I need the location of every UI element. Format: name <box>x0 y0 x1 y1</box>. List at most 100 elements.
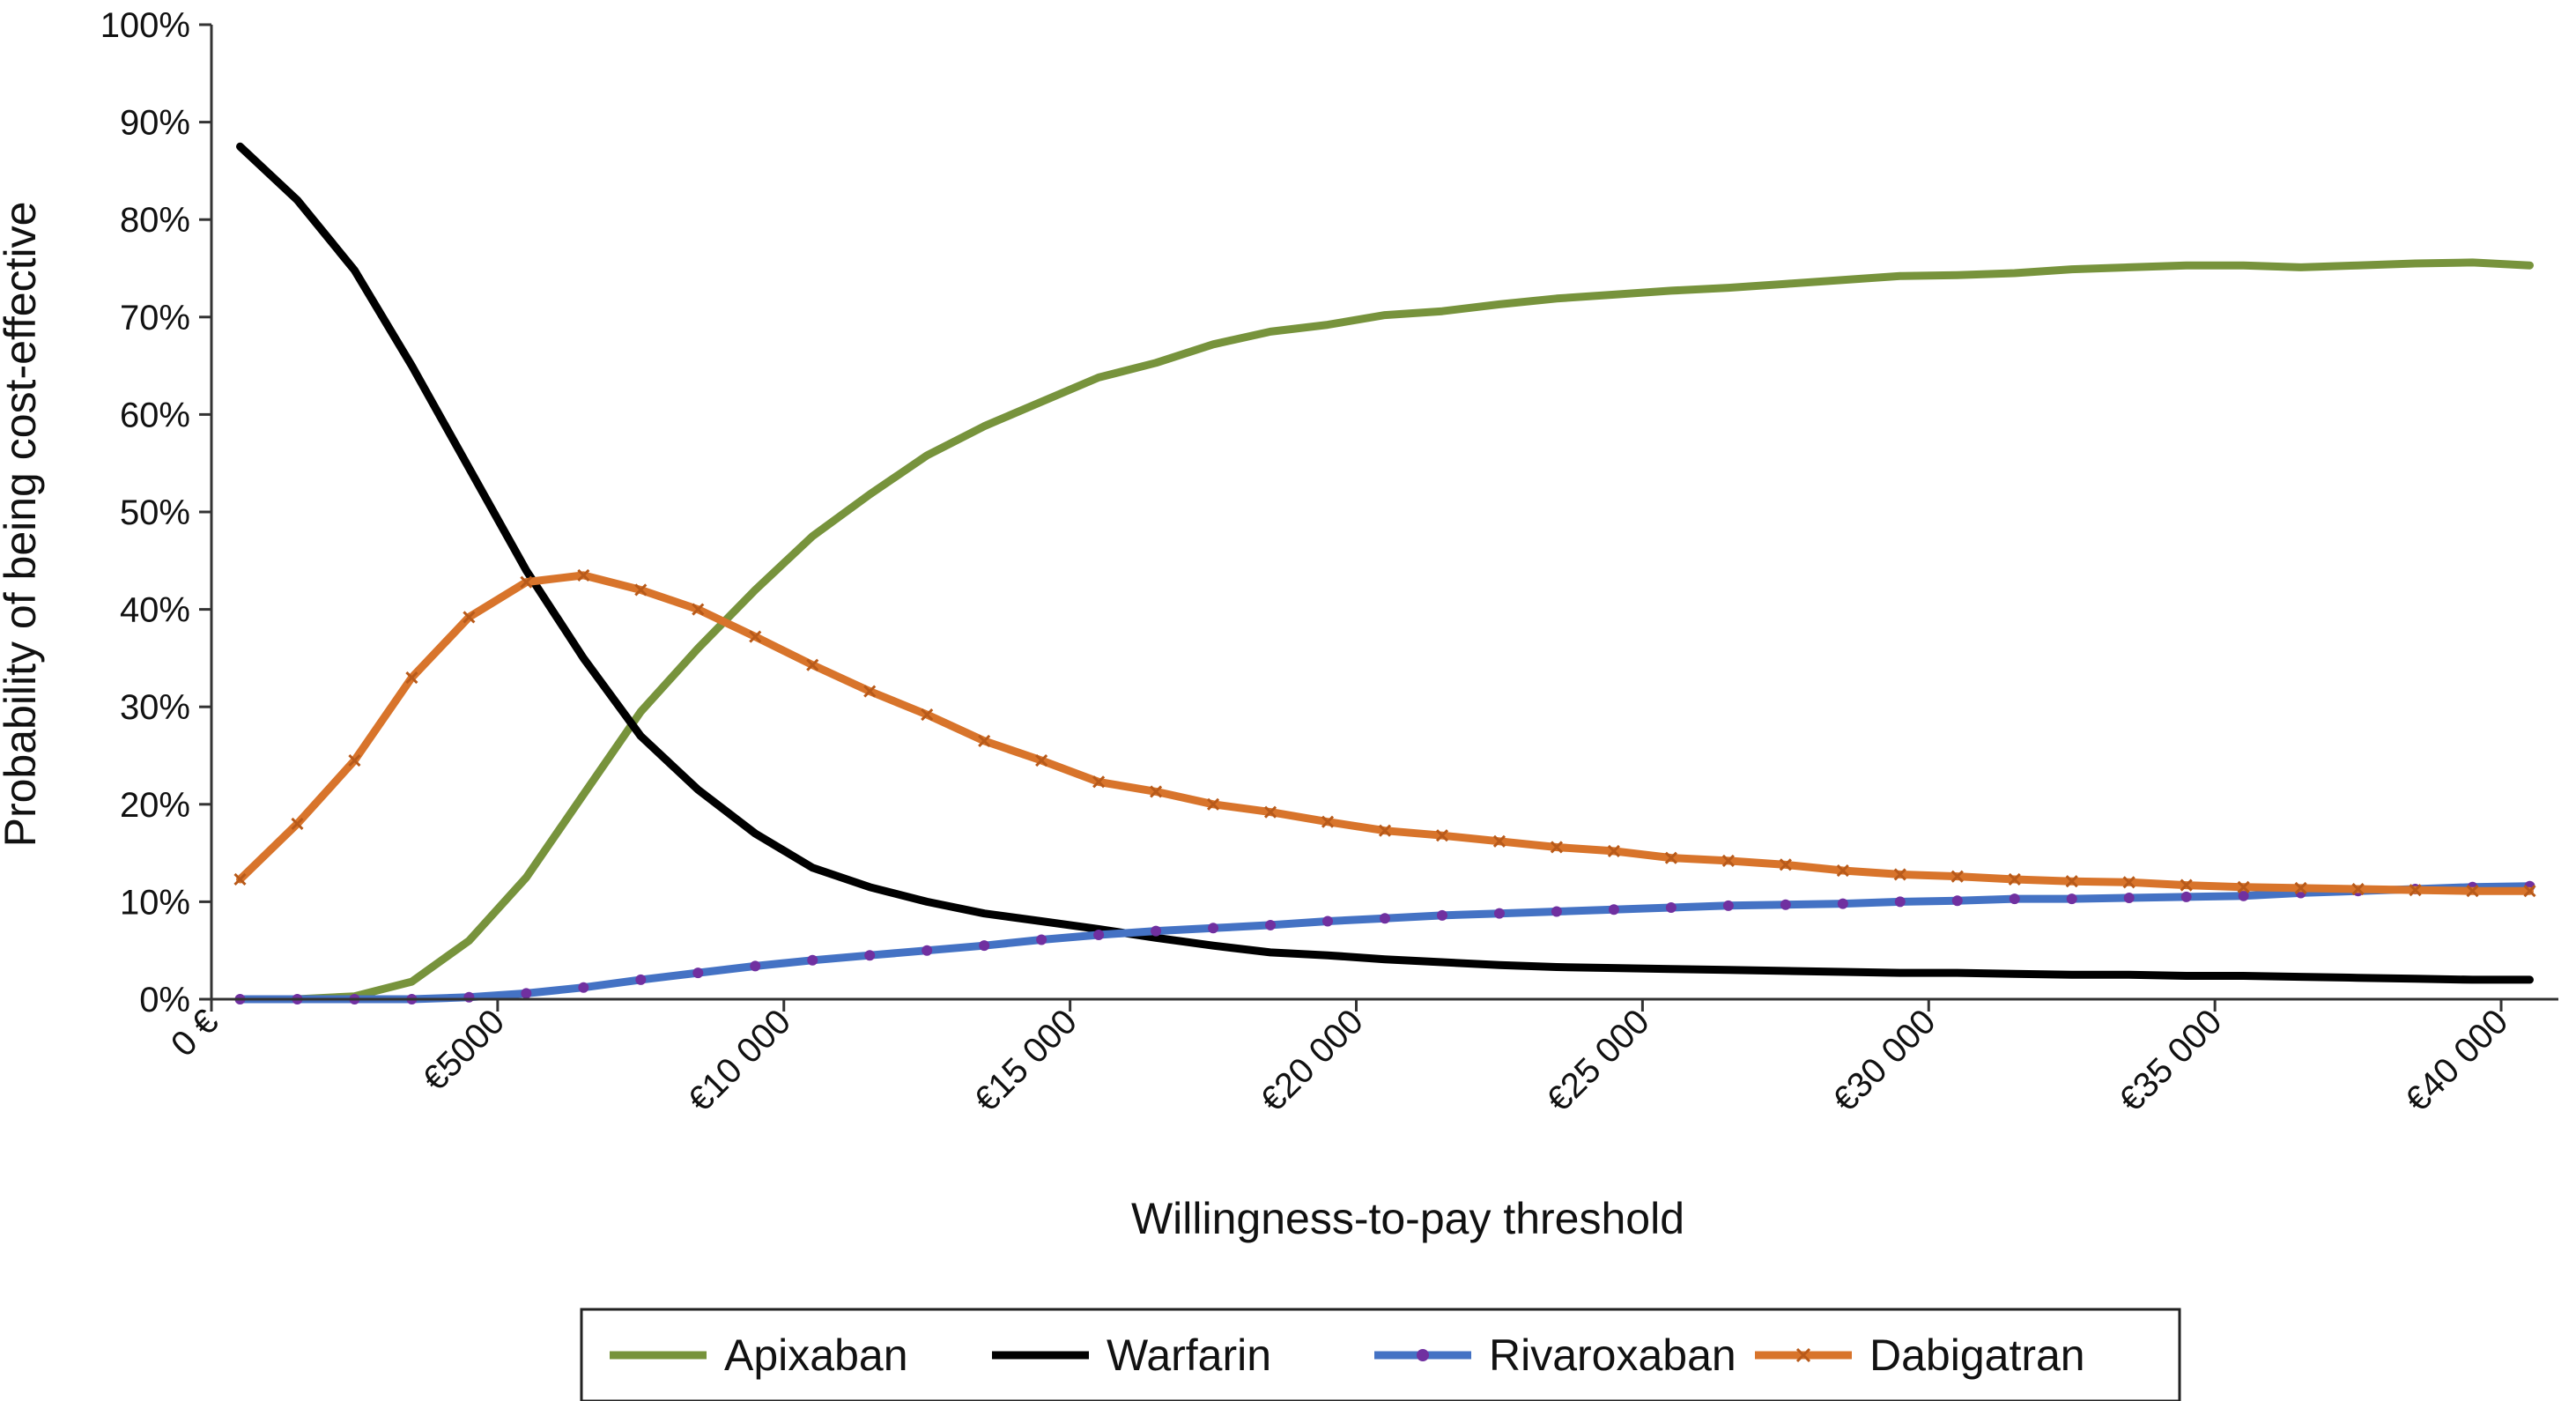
data-point <box>348 753 361 767</box>
y-tick-label: 50% <box>120 493 190 532</box>
data-point <box>463 611 476 624</box>
data-point <box>979 940 990 952</box>
data-point <box>520 575 533 589</box>
data-point <box>405 671 418 685</box>
data-point <box>291 817 304 830</box>
data-point <box>634 583 648 597</box>
series-line-apixaban <box>236 258 2534 1004</box>
series-dabigatran <box>233 568 2536 898</box>
data-point <box>1722 900 1734 911</box>
data-point <box>1951 870 1964 883</box>
data-point <box>1207 797 1220 811</box>
y-tick-label: 10% <box>120 883 190 922</box>
plot-area <box>233 142 2536 1004</box>
data-point <box>2351 882 2365 896</box>
data-point <box>1092 775 1106 789</box>
data-point <box>1721 854 1735 868</box>
legend-item-dabigatran: Dabigatran <box>1755 1331 2085 1380</box>
data-point <box>1894 896 1906 908</box>
data-point <box>921 708 934 722</box>
series-apixaban <box>236 258 2534 1004</box>
data-point <box>749 630 762 643</box>
data-point <box>2180 878 2193 892</box>
data-point <box>1322 915 1334 927</box>
data-point <box>2066 893 2077 905</box>
legend-marker <box>1795 1347 1811 1363</box>
data-point <box>1893 868 1906 881</box>
data-point <box>1550 841 1563 854</box>
data-point <box>2065 875 2078 888</box>
data-point <box>2122 876 2136 889</box>
series-warfarin <box>236 142 2534 984</box>
data-point <box>1779 858 1792 871</box>
data-point <box>521 988 532 999</box>
data-point <box>1265 919 1277 930</box>
y-tick-label: 70% <box>120 299 190 337</box>
data-point <box>1378 824 1392 837</box>
data-point <box>978 734 991 747</box>
data-point <box>2123 892 2135 903</box>
data-point <box>2009 893 2020 905</box>
data-point <box>1150 785 1163 798</box>
data-point <box>2466 885 2479 898</box>
x-axis-title: Willingness-to-pay threshold <box>1131 1194 1684 1243</box>
data-point <box>750 960 761 972</box>
data-point <box>1951 895 1963 907</box>
data-point <box>2409 884 2422 897</box>
series-line-warfarin <box>236 142 2534 984</box>
data-point <box>1493 908 1505 919</box>
x-tick-label: €25 000 <box>1539 1002 1656 1119</box>
y-tick-label: 100% <box>100 6 190 45</box>
y-axis-title: Probability of being cost-effective <box>0 202 45 848</box>
legend-marker <box>1417 1349 1429 1361</box>
legend-item-rivaroxaban: Rivaroxaban <box>1374 1331 1736 1380</box>
legend-label: Warfarin <box>1107 1331 1271 1380</box>
y-tick-label: 80% <box>120 201 190 240</box>
data-point <box>1780 899 1791 910</box>
series-line-dabigatran <box>236 571 2534 895</box>
data-point <box>463 991 475 1003</box>
data-point <box>635 974 647 985</box>
x-tick-label: €40 000 <box>2398 1002 2515 1119</box>
data-point <box>692 603 705 616</box>
data-point <box>1035 753 1048 767</box>
x-tick-label: €30 000 <box>1825 1002 1943 1119</box>
y-tick-label: 60% <box>120 396 190 434</box>
y-tick-label: 30% <box>120 688 190 727</box>
data-point <box>2523 885 2536 898</box>
data-point <box>1036 934 1047 945</box>
data-point <box>1551 906 1562 917</box>
data-point <box>1492 834 1506 848</box>
data-point <box>233 872 247 886</box>
x-tick-label: €35 000 <box>2112 1002 2229 1119</box>
y-tick-label: 90% <box>120 104 190 143</box>
data-point <box>2238 890 2249 901</box>
y-tick-label: 0% <box>139 981 190 1019</box>
x-tick-label: €5000 <box>415 1002 512 1099</box>
legend-item-warfarin: Warfarin <box>992 1331 1271 1380</box>
data-point <box>864 950 876 961</box>
data-point <box>1836 864 1849 878</box>
data-point <box>2180 891 2192 902</box>
data-point <box>1263 805 1277 819</box>
data-point <box>2294 881 2307 894</box>
data-point <box>1837 898 1848 909</box>
series-rivaroxaban <box>234 880 2535 1004</box>
x-tick-label: €20 000 <box>1254 1002 1371 1119</box>
data-point <box>1093 930 1105 941</box>
x-axis-ticks: 0 € €5000 €10 000 €15 000 €20 000 €25 000 €30 … <box>164 999 2515 1120</box>
y-tick-label: 20% <box>120 786 190 825</box>
data-point <box>1436 909 1447 921</box>
data-point <box>1321 815 1335 828</box>
y-axis-ticks: 0% 10% 20% 30% 40% 50% 60% 70% 80% 90% 100% <box>100 6 211 1019</box>
y-tick-label: 40% <box>120 591 190 630</box>
data-point <box>578 982 589 993</box>
data-point <box>1665 902 1677 914</box>
data-point <box>807 954 818 966</box>
legend-item-apixaban: Apixaban <box>610 1331 908 1380</box>
legend: Apixaban Warfarin Rivaroxaban Dabigatran <box>580 1308 2181 1401</box>
data-point <box>1380 913 1390 924</box>
data-point <box>863 685 877 698</box>
data-point <box>2237 880 2250 893</box>
x-tick-label: €15 000 <box>967 1002 1084 1119</box>
